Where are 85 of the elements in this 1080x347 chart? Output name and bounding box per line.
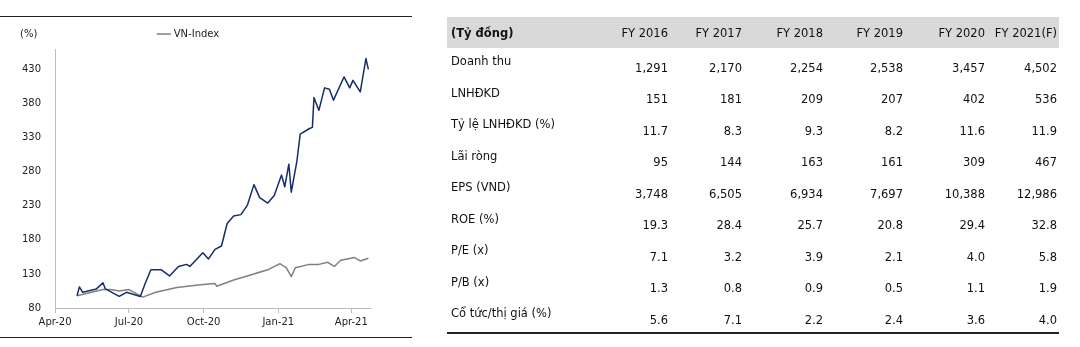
data-label: 467 bbox=[1034, 154, 1058, 171]
y-tick-label: P/E (x) bbox=[450, 242, 490, 259]
y-tick-label: 230 bbox=[21, 199, 42, 211]
y-tick-label: Doanh thu bbox=[450, 53, 513, 70]
data-label: 3.9 bbox=[803, 248, 824, 266]
y-axis-title: (%) bbox=[20, 27, 38, 39]
data-label: 1.9 bbox=[1037, 280, 1058, 297]
x-tick-label: Apr-20 bbox=[38, 315, 72, 327]
data-label: 32.8 bbox=[1030, 217, 1058, 234]
data-label: 163 bbox=[800, 154, 824, 171]
y-tick-label: 80 bbox=[28, 301, 42, 313]
data-label: 1.1 bbox=[965, 280, 986, 297]
data-label: 6,934 bbox=[789, 185, 824, 203]
y-tick-label: 430 bbox=[21, 63, 42, 75]
y-tick-label: 130 bbox=[21, 267, 42, 279]
data-label: 4.0 bbox=[1037, 311, 1058, 329]
data-label: 0.8 bbox=[722, 280, 743, 297]
data-label: 2,254 bbox=[789, 59, 824, 77]
y-tick-label: P/B (x) bbox=[450, 273, 491, 291]
legend-label: VN-Index bbox=[173, 27, 220, 39]
y-tick-label: Lãi ròng bbox=[450, 147, 499, 165]
x-tick-label: FY 2021(F) bbox=[993, 24, 1058, 42]
data-label: 11.7 bbox=[641, 122, 669, 140]
data-label: 207 bbox=[880, 91, 904, 108]
data-label: 7,697 bbox=[869, 185, 904, 203]
data-label: 7.1 bbox=[722, 311, 743, 329]
data-label: 161 bbox=[880, 154, 904, 171]
x-tick-label: Oct-20 bbox=[186, 315, 221, 327]
data-label: 209 bbox=[800, 91, 824, 108]
data-label: 4.0 bbox=[965, 248, 986, 266]
x-tick-label: Apr-21 bbox=[334, 315, 368, 327]
data-label: 5.6 bbox=[648, 311, 669, 329]
data-label: 2.1 bbox=[883, 248, 904, 266]
data-label: 1,291 bbox=[634, 59, 669, 77]
x-tick-label: FY 2020 bbox=[937, 24, 986, 42]
data-label: 0.9 bbox=[803, 280, 824, 297]
x-tick-label: FY 2017 bbox=[694, 24, 743, 42]
y-tick-label: 280 bbox=[21, 165, 42, 177]
data-label: 12,986 bbox=[1015, 185, 1058, 203]
chart-title: (Tỷ đồng) bbox=[451, 25, 514, 40]
data-label: 10,388 bbox=[943, 185, 986, 203]
x-tick-label: Jan-21 bbox=[261, 315, 295, 327]
data-label: 5.8 bbox=[1037, 248, 1058, 266]
data-label: 0.5 bbox=[883, 280, 904, 297]
data-label: 28.4 bbox=[715, 217, 743, 234]
data-label: 2.4 bbox=[883, 311, 904, 329]
data-label: 95 bbox=[652, 154, 669, 171]
data-label: 402 bbox=[962, 91, 986, 108]
y-tick-label: 180 bbox=[21, 233, 42, 245]
x-tick-label: FY 2018 bbox=[775, 24, 824, 42]
y-tick-label: 330 bbox=[21, 131, 42, 143]
data-label: 1.3 bbox=[648, 280, 669, 297]
y-tick-label: Cổ tức/thị giá (%) bbox=[450, 305, 553, 322]
y-tick-label: 380 bbox=[21, 97, 42, 109]
data-label: 6,505 bbox=[708, 185, 743, 203]
x-tick-label: Jul-20 bbox=[113, 315, 144, 327]
data-label: 8.2 bbox=[883, 122, 904, 140]
data-label: 181 bbox=[719, 91, 743, 108]
data-label: 3.2 bbox=[722, 248, 743, 266]
data-label: 309 bbox=[962, 154, 986, 171]
data-label: 3,748 bbox=[634, 185, 669, 203]
y-tick-label: EPS (VND) bbox=[450, 179, 512, 196]
data-label: 11.6 bbox=[958, 122, 986, 140]
y-tick-label: LNHĐKD bbox=[450, 84, 501, 102]
data-label: 8.3 bbox=[722, 122, 743, 140]
data-label: 20.8 bbox=[876, 217, 904, 234]
data-label: 3,457 bbox=[951, 59, 986, 77]
data-label: 9.3 bbox=[803, 122, 824, 140]
x-tick-label: FY 2016 bbox=[620, 24, 669, 42]
data-label: 7.1 bbox=[648, 248, 669, 266]
y-tick-label: Tỷ lệ LNHĐKD (%) bbox=[450, 116, 556, 133]
data-label: 151 bbox=[645, 91, 669, 108]
data-label: 2.2 bbox=[803, 311, 824, 329]
data-label: 536 bbox=[1034, 91, 1058, 108]
data-label: 4,502 bbox=[1023, 59, 1058, 77]
data-label: 19.3 bbox=[641, 217, 669, 234]
y-tick-label: ROE (%) bbox=[450, 210, 500, 228]
data-label: 11.9 bbox=[1030, 122, 1058, 140]
data-label: 2,170 bbox=[708, 59, 743, 77]
data-label: 2,538 bbox=[869, 59, 904, 77]
data-label: 29.4 bbox=[958, 217, 986, 234]
data-label: 3.6 bbox=[965, 311, 986, 329]
data-label: 144 bbox=[719, 154, 743, 171]
data-label: 25.7 bbox=[796, 217, 824, 234]
x-tick-label: FY 2019 bbox=[855, 24, 904, 42]
